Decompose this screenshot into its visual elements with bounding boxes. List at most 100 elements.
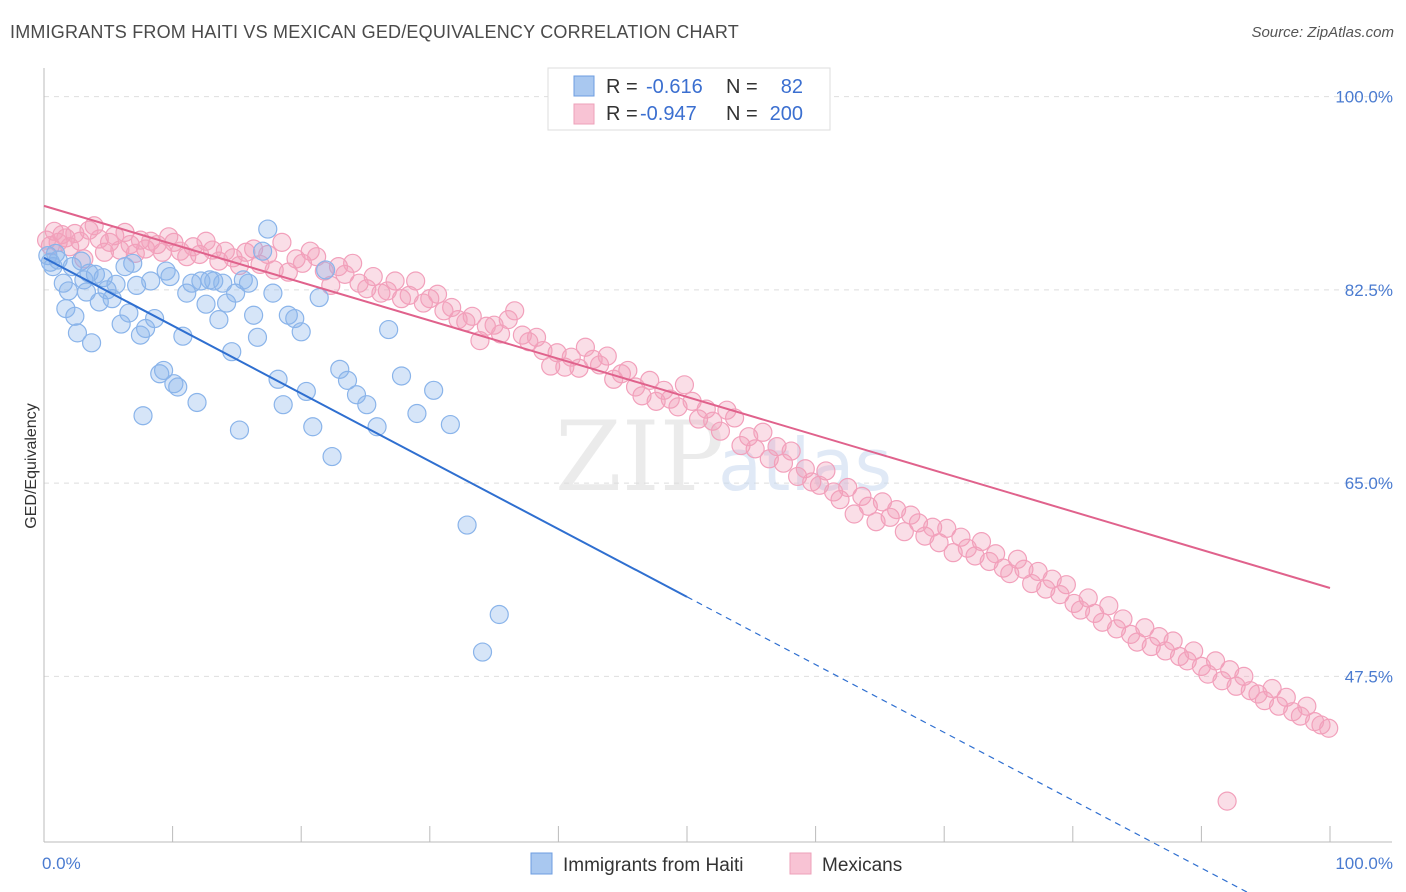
mexicans-point bbox=[852, 486, 872, 506]
mexicans-point bbox=[1205, 651, 1226, 671]
haiti-point bbox=[177, 283, 197, 303]
mexicans-point bbox=[646, 391, 666, 411]
haiti-point bbox=[71, 251, 91, 271]
mexicans-point bbox=[965, 546, 985, 566]
haiti-point bbox=[76, 282, 97, 302]
mexicans-point bbox=[753, 422, 773, 442]
mexicans-point bbox=[363, 266, 383, 287]
haiti-point bbox=[126, 275, 147, 296]
haiti-trend-extension bbox=[686, 596, 1249, 892]
mexicans-point bbox=[1135, 618, 1155, 638]
mexicans-point bbox=[264, 260, 284, 280]
mexicans-point bbox=[1022, 573, 1042, 594]
watermark: ZIP atlas bbox=[555, 401, 892, 513]
mexicans-point bbox=[1184, 641, 1204, 661]
watermark-atlas: atlas bbox=[718, 423, 892, 507]
mexicans-trend-line bbox=[43, 204, 1331, 589]
mexicans-point bbox=[787, 466, 808, 487]
haiti-point bbox=[123, 253, 143, 273]
haiti-point bbox=[233, 270, 253, 290]
haiti-point bbox=[330, 359, 350, 379]
haiti-point bbox=[322, 446, 342, 467]
mexicans-point bbox=[703, 411, 723, 431]
haiti-point bbox=[337, 370, 358, 390]
mexicans-point bbox=[314, 261, 334, 281]
mexicans-point bbox=[1155, 641, 1175, 661]
legend-swatch-mexicans bbox=[573, 103, 595, 125]
mexicans-point bbox=[462, 306, 482, 326]
legend-n-value-1: 82 bbox=[781, 76, 803, 98]
mexicans-point bbox=[442, 297, 462, 318]
mexicans-point bbox=[94, 242, 115, 262]
mexicans-point bbox=[838, 477, 858, 498]
mexicans-point bbox=[710, 421, 731, 441]
haiti-point bbox=[489, 604, 509, 625]
haiti-point bbox=[130, 325, 151, 345]
mexicans-point bbox=[597, 346, 617, 366]
haiti-point bbox=[273, 395, 293, 415]
mexicans-point bbox=[866, 512, 886, 532]
mexicans-point bbox=[1254, 691, 1275, 711]
mexicans-point bbox=[292, 253, 313, 273]
mexicans-point bbox=[1212, 671, 1232, 691]
mexicans-point bbox=[632, 386, 652, 406]
mexicans-point bbox=[816, 461, 836, 481]
mexicans-point bbox=[674, 375, 695, 395]
y-axis-label: GED/Equivalency bbox=[23, 403, 40, 528]
legend-r-value-1: -0.616 bbox=[646, 76, 703, 98]
haiti-point bbox=[247, 327, 268, 347]
mexicans-point bbox=[858, 496, 878, 516]
grid-lines bbox=[44, 96, 1392, 677]
mexicans-point bbox=[971, 532, 992, 552]
mexicans-point bbox=[937, 518, 957, 538]
bottom-legend-swatch-mexicans bbox=[789, 852, 812, 875]
legend-r-label-2: R = bbox=[606, 103, 638, 125]
mexicans-point bbox=[74, 249, 94, 269]
mexicans-point bbox=[1121, 624, 1141, 644]
mexicans-point bbox=[739, 427, 759, 447]
mexicans-point bbox=[335, 264, 355, 284]
x-tick-label: 100.0% bbox=[1335, 854, 1393, 873]
y-tick-label: 65.0% bbox=[1345, 474, 1393, 493]
mexicans-point bbox=[385, 271, 405, 291]
mexicans-point bbox=[894, 522, 914, 542]
bottom-legend: Immigrants from Haiti Mexicans bbox=[530, 852, 902, 876]
mexicans-point bbox=[1149, 626, 1169, 647]
mexicans-point bbox=[1092, 612, 1112, 632]
mexicans-point bbox=[668, 397, 688, 417]
haiti-point bbox=[81, 333, 102, 353]
axes bbox=[43, 68, 1392, 843]
haiti-point bbox=[303, 417, 323, 437]
mexicans-point bbox=[759, 449, 779, 469]
y-tick-labels: 100.0% 82.5% 65.0% 47.5% bbox=[1335, 88, 1393, 687]
haiti-point bbox=[457, 515, 477, 535]
mexicans-point bbox=[1191, 656, 1212, 677]
haiti-point bbox=[391, 366, 412, 386]
haiti-point bbox=[244, 305, 264, 325]
haiti-point bbox=[263, 283, 283, 303]
haiti-point bbox=[111, 314, 131, 334]
mexicans-point bbox=[427, 284, 448, 304]
legend-n-label-1: N = bbox=[726, 76, 758, 98]
haiti-point bbox=[67, 323, 88, 343]
mexicans-point bbox=[773, 453, 794, 473]
legend-r-label-1: R = bbox=[606, 76, 638, 98]
haiti-point bbox=[296, 381, 316, 402]
mexicans-point bbox=[1226, 676, 1246, 696]
haiti-point bbox=[222, 342, 242, 362]
mexicans-point bbox=[1113, 609, 1133, 629]
mexicans-point bbox=[688, 409, 709, 429]
x-tick-labels: 0.0% 100.0% bbox=[42, 854, 1393, 873]
y-tick-label: 100.0% bbox=[1335, 88, 1393, 107]
mexicans-point bbox=[1234, 666, 1254, 686]
haiti-point bbox=[141, 271, 161, 291]
haiti-point bbox=[407, 403, 427, 424]
bottom-legend-mexicans: Mexicans bbox=[822, 855, 902, 876]
haiti-point bbox=[238, 273, 259, 293]
mexicans-point bbox=[1042, 569, 1062, 589]
haiti-point bbox=[153, 360, 174, 381]
haiti-point bbox=[291, 322, 311, 342]
mexicans-point bbox=[1070, 600, 1091, 620]
haiti-point bbox=[316, 260, 336, 280]
